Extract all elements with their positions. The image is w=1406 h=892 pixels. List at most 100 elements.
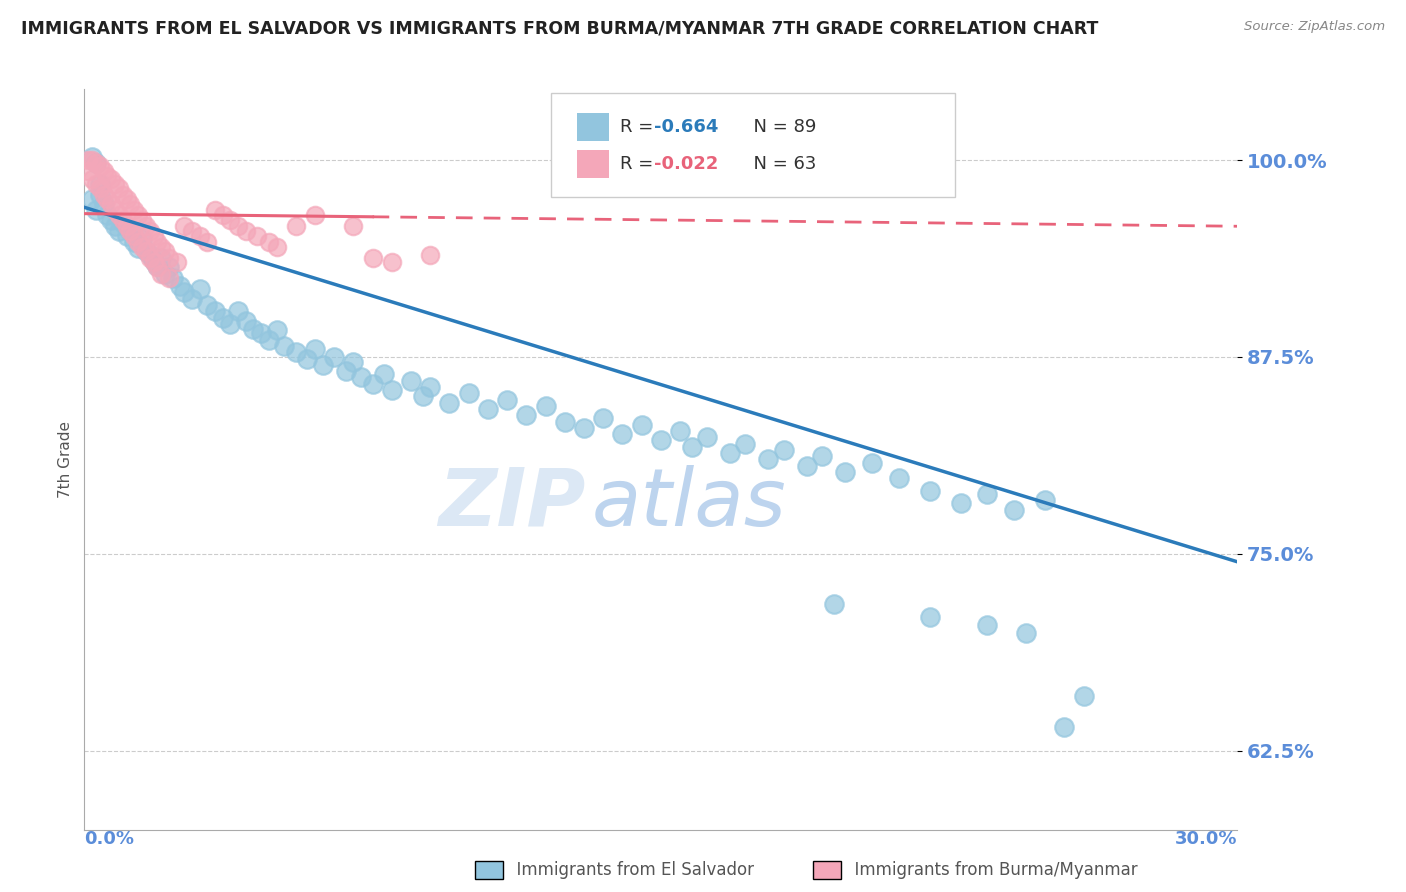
Text: Immigrants from Burma/Myanmar: Immigrants from Burma/Myanmar <box>844 861 1137 879</box>
Point <box>242 321 264 335</box>
Point <box>104 219 127 234</box>
Point <box>173 219 195 234</box>
Point <box>630 417 652 432</box>
Point <box>115 228 138 243</box>
Point <box>120 224 142 238</box>
Point <box>111 213 134 227</box>
Text: -0.664: -0.664 <box>654 118 718 136</box>
Point <box>146 260 169 275</box>
Point <box>96 193 118 207</box>
Text: 0.0%: 0.0% <box>84 830 135 847</box>
Point <box>188 282 211 296</box>
Text: ZIP: ZIP <box>439 465 586 543</box>
Point <box>84 177 107 191</box>
Point <box>77 164 100 178</box>
Text: N = 63: N = 63 <box>741 155 815 173</box>
Point <box>335 364 357 378</box>
Point <box>211 208 233 222</box>
Point <box>219 213 242 227</box>
Point <box>257 333 280 347</box>
Point <box>796 458 818 473</box>
Point <box>135 244 157 259</box>
FancyBboxPatch shape <box>576 113 609 141</box>
Point <box>195 235 218 249</box>
Point <box>120 224 142 238</box>
Point <box>918 610 941 624</box>
Point <box>219 317 242 331</box>
Point <box>399 374 422 388</box>
Point <box>1033 493 1056 508</box>
Point <box>120 197 142 211</box>
Point <box>834 465 856 479</box>
Point <box>80 172 103 186</box>
Point <box>104 203 127 218</box>
Point <box>718 446 741 460</box>
Point <box>381 383 404 397</box>
Point <box>887 471 910 485</box>
Point <box>304 342 326 356</box>
Point <box>127 208 149 222</box>
Text: N = 89: N = 89 <box>741 118 815 136</box>
Point <box>373 368 395 382</box>
Point <box>131 240 153 254</box>
Point <box>84 156 107 170</box>
Point <box>135 219 157 234</box>
Point <box>146 235 169 249</box>
Text: -0.022: -0.022 <box>654 155 718 173</box>
Point <box>419 247 441 261</box>
Point <box>115 193 138 207</box>
Point <box>758 452 780 467</box>
Point <box>157 251 180 265</box>
Point <box>111 187 134 202</box>
Point <box>257 235 280 249</box>
Point <box>284 345 307 359</box>
Point <box>496 392 519 407</box>
Point <box>153 267 176 281</box>
Point <box>1073 689 1095 703</box>
Point <box>204 304 226 318</box>
Point <box>976 487 998 501</box>
Point <box>138 224 160 238</box>
Point <box>250 326 273 341</box>
Point <box>80 193 103 207</box>
Point <box>80 153 103 167</box>
Point <box>266 323 288 337</box>
Point <box>669 424 692 438</box>
Point <box>127 235 149 249</box>
Point <box>195 298 218 312</box>
Point <box>96 169 118 183</box>
Point <box>157 260 180 275</box>
Point <box>138 247 160 261</box>
Text: Source: ZipAtlas.com: Source: ZipAtlas.com <box>1244 20 1385 33</box>
Point <box>823 597 845 611</box>
Point <box>1015 625 1038 640</box>
Point <box>681 440 703 454</box>
Point <box>342 355 364 369</box>
Point <box>419 380 441 394</box>
Point <box>127 241 149 255</box>
Point <box>166 255 188 269</box>
Text: R =: R = <box>620 155 659 173</box>
Point <box>108 181 131 195</box>
Point <box>949 496 972 510</box>
Text: atlas: atlas <box>592 465 786 543</box>
Point <box>235 224 257 238</box>
Point <box>572 421 595 435</box>
Point <box>89 181 111 195</box>
Point <box>1053 720 1076 734</box>
Point <box>612 427 634 442</box>
Point <box>534 399 557 413</box>
Point <box>650 434 672 448</box>
Point <box>153 244 176 259</box>
Point <box>204 203 226 218</box>
Point <box>84 156 107 170</box>
Point <box>235 314 257 328</box>
Text: 30.0%: 30.0% <box>1175 830 1237 847</box>
Point <box>150 267 173 281</box>
Point <box>124 228 146 243</box>
Point <box>100 172 122 186</box>
Point <box>350 370 373 384</box>
Point <box>273 339 295 353</box>
Point <box>1002 503 1025 517</box>
FancyBboxPatch shape <box>576 150 609 178</box>
